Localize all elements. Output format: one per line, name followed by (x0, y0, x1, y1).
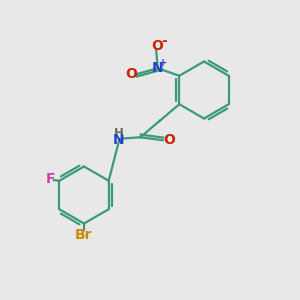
Text: N: N (113, 133, 124, 147)
Text: N: N (152, 61, 164, 75)
Text: H: H (114, 127, 124, 140)
Text: +: + (159, 58, 167, 68)
Text: -: - (162, 34, 167, 48)
Text: O: O (163, 133, 175, 147)
Text: F: F (46, 172, 56, 186)
Text: Br: Br (75, 228, 93, 242)
Text: O: O (125, 67, 137, 81)
Text: O: O (151, 39, 163, 53)
